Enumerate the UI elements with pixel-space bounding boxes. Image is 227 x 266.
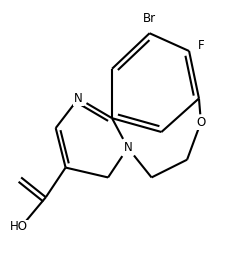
Text: O: O [195,116,205,129]
Text: F: F [197,39,204,52]
Text: N: N [74,92,82,105]
Text: HO: HO [10,220,28,233]
Text: Br: Br [142,12,155,25]
Text: N: N [123,141,132,154]
